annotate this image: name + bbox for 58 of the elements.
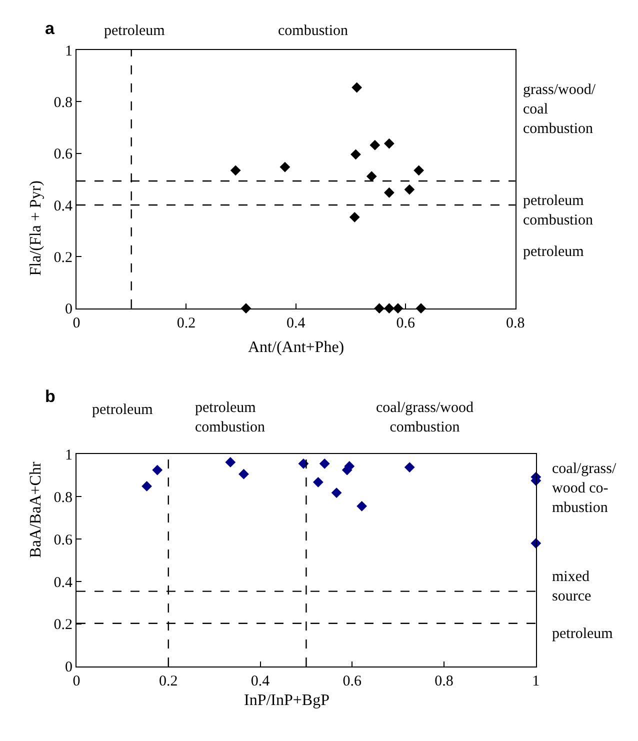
y-tick-label: 0.6: [54, 532, 73, 548]
y-tick-label: 0.8: [54, 94, 72, 111]
text: petroleum: [523, 244, 584, 260]
text: petroleum: [92, 402, 154, 418]
point: [356, 500, 367, 512]
y-tick-label: 1: [64, 43, 72, 60]
y-axis-title: BaA/BaA+Chr: [27, 461, 44, 558]
chart-title: a: [45, 19, 55, 38]
text: petroleum: [552, 626, 614, 642]
point: [312, 476, 324, 488]
y-tick-label: 0.4: [54, 574, 73, 591]
text: petroleum: [104, 23, 166, 39]
point: [366, 171, 377, 182]
point: [280, 162, 290, 172]
text: coal/grass/wood combustion: [376, 400, 474, 436]
point: [152, 464, 163, 476]
chart-title: b: [45, 387, 56, 406]
point: [331, 488, 342, 498]
point: [238, 468, 249, 480]
y-tick-label: 0: [64, 660, 72, 676]
point: [370, 140, 380, 150]
x-tick-label: 0.2: [176, 315, 196, 332]
text: combustion: [278, 23, 348, 39]
text: petroleum combustion: [195, 400, 266, 436]
point: [349, 212, 360, 222]
x-tick-label: 0.6: [342, 673, 362, 690]
x-tick-label: 1: [532, 673, 540, 690]
x-axis-title: InP/InP+BgP: [244, 692, 330, 709]
y-tick-label: 0.4: [54, 198, 73, 214]
point: [142, 480, 152, 492]
point: [384, 187, 394, 198]
x-tick-label: 0.8: [506, 315, 525, 332]
point: [350, 149, 361, 160]
x-tick-label: 0.2: [159, 673, 178, 690]
x-axis-title: Ant/(Ant+Phe): [248, 339, 344, 356]
point: [384, 138, 394, 149]
y-tick-label: 1: [64, 447, 72, 464]
point: [414, 165, 424, 176]
point: [404, 462, 415, 472]
x-tick-label: 0.4: [250, 673, 270, 690]
x-tick-label: 0.4: [286, 315, 306, 332]
text: mixed source: [552, 569, 592, 604]
text: grass/wood/ coal combustion: [523, 82, 596, 137]
x-tick-label: 0.8: [434, 673, 454, 690]
point: [404, 184, 415, 195]
y-axis-title: Fla/(Fla + Pyr): [27, 180, 44, 276]
y-tick-label: 0.2: [54, 617, 72, 634]
text: petroleum combustion: [523, 193, 594, 228]
point: [230, 165, 241, 176]
y-tick-label: 0.8: [54, 490, 72, 506]
y-tick-label: 0.6: [54, 146, 73, 163]
point: [352, 82, 362, 93]
text: coal/grass/ wood co- mbustion: [552, 461, 617, 516]
point: [225, 457, 236, 468]
x-tick-label: 0.6: [396, 315, 416, 332]
y-tick-label: 0: [64, 302, 72, 318]
y-tick-label: 0.2: [54, 250, 72, 266]
point: [319, 458, 330, 469]
